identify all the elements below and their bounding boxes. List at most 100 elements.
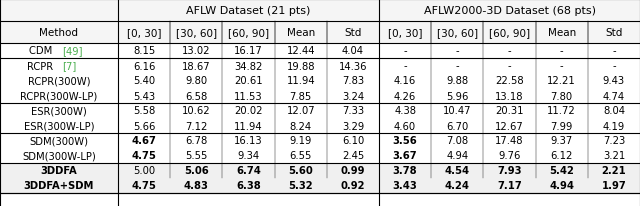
Text: 6.70: 6.70: [446, 121, 468, 131]
Text: Mean: Mean: [548, 28, 576, 38]
Text: 3.43: 3.43: [393, 181, 417, 191]
Text: 4.94: 4.94: [549, 181, 574, 191]
Text: 7.93: 7.93: [497, 166, 522, 176]
Text: [30, 60]: [30, 60]: [436, 28, 478, 38]
Text: 34.82: 34.82: [234, 61, 262, 71]
Text: 4.94: 4.94: [446, 151, 468, 161]
Text: 13.02: 13.02: [182, 46, 211, 56]
Text: 7.17: 7.17: [497, 181, 522, 191]
Text: 5.96: 5.96: [446, 91, 468, 101]
Text: CDM: CDM: [29, 46, 56, 56]
Text: -: -: [612, 46, 616, 56]
Text: 12.07: 12.07: [286, 106, 315, 116]
Text: 7.85: 7.85: [289, 91, 312, 101]
Text: [30, 60]: [30, 60]: [176, 28, 217, 38]
Text: [0, 30]: [0, 30]: [388, 28, 422, 38]
Text: -: -: [403, 61, 407, 71]
Text: [60, 90]: [60, 90]: [489, 28, 530, 38]
Text: 22.58: 22.58: [495, 76, 524, 86]
Text: 4.83: 4.83: [184, 181, 209, 191]
Text: 4.24: 4.24: [445, 181, 470, 191]
Text: 5.60: 5.60: [289, 166, 313, 176]
Text: 4.75: 4.75: [132, 181, 157, 191]
Text: 4.74: 4.74: [603, 91, 625, 101]
Text: 11.94: 11.94: [234, 121, 263, 131]
Text: 2.45: 2.45: [342, 151, 364, 161]
Text: 0.92: 0.92: [340, 181, 365, 191]
Text: SDM(300W-LP): SDM(300W-LP): [22, 151, 96, 161]
Text: 5.06: 5.06: [184, 166, 209, 176]
Text: 12.21: 12.21: [547, 76, 576, 86]
Text: 9.37: 9.37: [550, 136, 573, 146]
Text: -: -: [508, 46, 511, 56]
Text: 6.12: 6.12: [550, 151, 573, 161]
Text: [49]: [49]: [62, 46, 83, 56]
Text: 4.19: 4.19: [603, 121, 625, 131]
Text: 18.67: 18.67: [182, 61, 211, 71]
Text: 3.56: 3.56: [393, 136, 417, 146]
Text: 12.67: 12.67: [495, 121, 524, 131]
Text: 1.97: 1.97: [602, 181, 627, 191]
Text: 3.24: 3.24: [342, 91, 364, 101]
Text: 8.24: 8.24: [290, 121, 312, 131]
Text: 20.02: 20.02: [234, 106, 263, 116]
Text: SDM(300W): SDM(300W): [29, 136, 88, 146]
Text: 8.04: 8.04: [603, 106, 625, 116]
Text: 3.78: 3.78: [393, 166, 417, 176]
Text: 16.13: 16.13: [234, 136, 263, 146]
Text: 9.19: 9.19: [289, 136, 312, 146]
Text: 9.88: 9.88: [446, 76, 468, 86]
Text: -: -: [612, 61, 616, 71]
Text: 9.43: 9.43: [603, 76, 625, 86]
Text: 9.34: 9.34: [237, 151, 260, 161]
Text: 5.32: 5.32: [289, 181, 313, 191]
Text: 5.42: 5.42: [549, 166, 574, 176]
Text: Mean: Mean: [287, 28, 315, 38]
Text: AFLW2000-3D Dataset (68 pts): AFLW2000-3D Dataset (68 pts): [424, 6, 595, 16]
Text: 4.16: 4.16: [394, 76, 416, 86]
Text: 6.55: 6.55: [289, 151, 312, 161]
Text: 17.48: 17.48: [495, 136, 524, 146]
Text: 4.67: 4.67: [132, 136, 157, 146]
Text: AFLW Dataset (21 pts): AFLW Dataset (21 pts): [186, 6, 310, 16]
Text: ESR(300W): ESR(300W): [31, 106, 87, 116]
Text: 11.53: 11.53: [234, 91, 263, 101]
Text: 5.55: 5.55: [185, 151, 207, 161]
Text: 12.44: 12.44: [287, 46, 315, 56]
Text: 6.16: 6.16: [133, 61, 156, 71]
Text: 6.74: 6.74: [236, 166, 261, 176]
Text: ESR(300W-LP): ESR(300W-LP): [24, 121, 94, 131]
Text: 20.61: 20.61: [234, 76, 263, 86]
Text: 5.40: 5.40: [133, 76, 155, 86]
Text: 7.99: 7.99: [550, 121, 573, 131]
Text: RCPR(300W-LP): RCPR(300W-LP): [20, 91, 98, 101]
Text: 16.17: 16.17: [234, 46, 263, 56]
Text: 5.58: 5.58: [133, 106, 156, 116]
Text: 3.67: 3.67: [393, 151, 417, 161]
Text: 7.33: 7.33: [342, 106, 364, 116]
Text: 10.47: 10.47: [443, 106, 472, 116]
Text: 19.88: 19.88: [287, 61, 315, 71]
Text: 3.21: 3.21: [603, 151, 625, 161]
Text: 4.04: 4.04: [342, 46, 364, 56]
Text: 6.58: 6.58: [185, 91, 207, 101]
Text: 4.75: 4.75: [132, 151, 157, 161]
Text: 4.60: 4.60: [394, 121, 416, 131]
Text: 11.72: 11.72: [547, 106, 576, 116]
Text: 3.29: 3.29: [342, 121, 364, 131]
Text: -: -: [560, 46, 563, 56]
Text: [7]: [7]: [62, 61, 76, 71]
Bar: [0, 0, 640, 44]
Text: 6.38: 6.38: [236, 181, 261, 191]
Text: 4.54: 4.54: [445, 166, 470, 176]
Text: [60, 90]: [60, 90]: [228, 28, 269, 38]
Text: 10.62: 10.62: [182, 106, 211, 116]
Text: -: -: [456, 61, 459, 71]
Text: 5.00: 5.00: [133, 166, 155, 176]
Text: 9.76: 9.76: [499, 151, 521, 161]
Text: 7.08: 7.08: [446, 136, 468, 146]
Text: -: -: [403, 46, 407, 56]
Text: Method: Method: [40, 28, 79, 38]
Text: 4.26: 4.26: [394, 91, 416, 101]
Text: 7.80: 7.80: [550, 91, 573, 101]
